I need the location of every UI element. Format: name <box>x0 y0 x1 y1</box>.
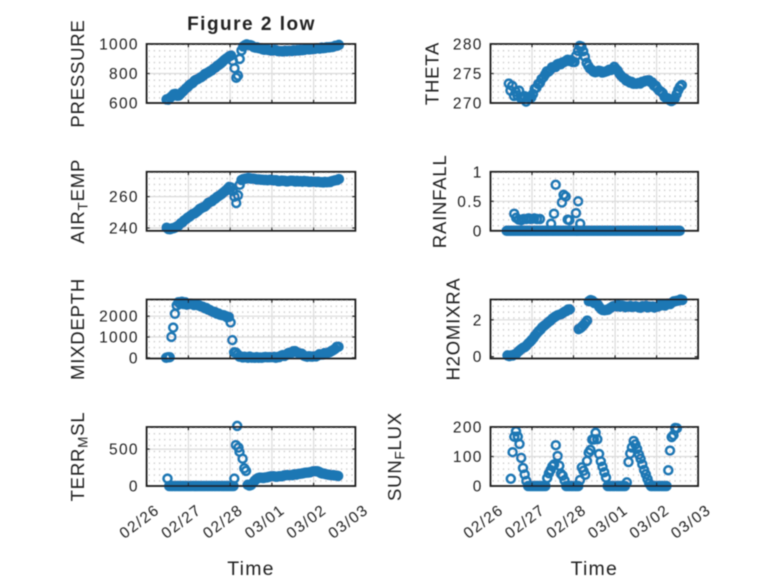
svg-text:1000: 1000 <box>99 37 139 54</box>
svg-text:240: 240 <box>109 221 139 238</box>
svg-text:0: 0 <box>129 479 139 496</box>
svg-text:Figure 2 low: Figure 2 low <box>187 14 316 35</box>
svg-text:275: 275 <box>453 66 483 83</box>
svg-text:AIRTEMP: AIRTEMP <box>67 159 91 244</box>
svg-text:260: 260 <box>109 189 139 206</box>
svg-text:SUNFLUX: SUNFLUX <box>384 412 408 501</box>
svg-text:TERRMSL: TERRMSL <box>67 412 91 502</box>
svg-text:Time: Time <box>571 558 618 580</box>
svg-text:THETA: THETA <box>422 42 443 105</box>
svg-text:270: 270 <box>453 96 483 113</box>
svg-text:2000: 2000 <box>99 309 139 326</box>
svg-text:H2OMIXRA: H2OMIXRA <box>443 277 464 380</box>
svg-text:500: 500 <box>109 442 139 459</box>
svg-text:Time: Time <box>227 558 274 580</box>
svg-text:MIXDEPTH: MIXDEPTH <box>67 278 88 380</box>
svg-text:600: 600 <box>109 96 139 113</box>
svg-text:0: 0 <box>129 350 139 367</box>
svg-text:RAINFALL: RAINFALL <box>429 154 450 248</box>
svg-text:PRESSURE: PRESSURE <box>67 19 88 127</box>
svg-text:0.5: 0.5 <box>457 194 482 211</box>
svg-text:200: 200 <box>453 420 483 437</box>
svg-text:1000: 1000 <box>99 330 139 347</box>
svg-text:1: 1 <box>473 164 483 181</box>
svg-text:100: 100 <box>453 449 483 466</box>
svg-text:800: 800 <box>109 66 139 83</box>
svg-text:0: 0 <box>473 479 483 496</box>
svg-text:0: 0 <box>473 349 483 366</box>
svg-text:280: 280 <box>453 37 483 54</box>
svg-text:2: 2 <box>473 312 483 329</box>
svg-text:0: 0 <box>473 223 483 240</box>
